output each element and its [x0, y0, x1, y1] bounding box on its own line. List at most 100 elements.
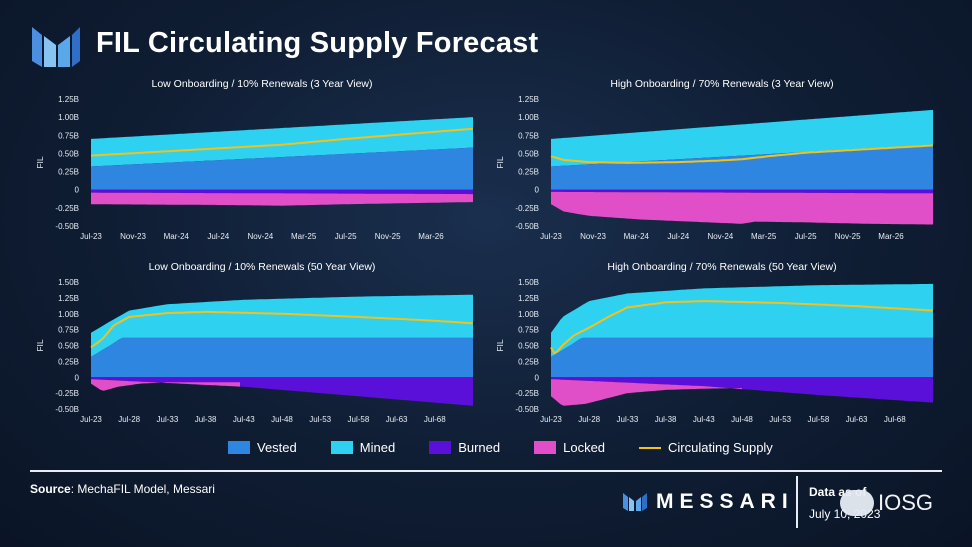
y-axis-label: FIL — [35, 339, 45, 352]
x-tick-label: Jul-68 — [884, 415, 906, 424]
y-tick-label: 0.50B — [518, 342, 539, 351]
y-axis-label: FIL — [495, 339, 505, 352]
y-tick-label: 0 — [75, 186, 80, 195]
x-tick-label: Jul-58 — [348, 415, 370, 424]
x-tick-label: Jul-58 — [808, 415, 830, 424]
x-tick-label: Jul-48 — [271, 415, 293, 424]
x-tick-label: Jul-43 — [693, 415, 715, 424]
x-tick-label: Nov-24 — [707, 232, 733, 241]
y-tick-label: 1.25B — [518, 294, 539, 303]
locked-area — [551, 191, 933, 225]
y-tick-label: -0.25B — [55, 389, 79, 398]
x-tick-label: Mar-26 — [878, 232, 904, 241]
chart-2: High Onboarding / 70% Renewals (3 Year V… — [495, 78, 934, 241]
x-tick-label: Jul-63 — [386, 415, 408, 424]
x-tick-label: Jul-23 — [540, 232, 562, 241]
legend-swatch — [639, 446, 662, 449]
mined-area — [91, 294, 473, 357]
x-tick-label: Jul-38 — [655, 415, 677, 424]
x-tick-label: Jul-48 — [731, 415, 753, 424]
source-text: : MechaFIL Model, Messari — [70, 482, 215, 496]
y-tick-label: -0.50B — [55, 405, 79, 414]
legend-swatch — [228, 441, 250, 454]
y-tick-label: 0.25B — [518, 168, 539, 177]
footer-divider — [796, 476, 798, 528]
x-tick-label: Jul-33 — [157, 415, 179, 424]
y-tick-label: 0.75B — [58, 131, 79, 140]
x-tick-label: Jul-23 — [80, 415, 102, 424]
y-tick-label: 0 — [535, 373, 540, 382]
x-tick-label: Jul-23 — [80, 232, 102, 241]
legend-swatch — [534, 441, 557, 454]
x-tick-label: Nov-23 — [120, 232, 146, 241]
y-axis-label: FIL — [495, 156, 505, 169]
y-tick-label: 0.75B — [518, 326, 539, 335]
vested-area — [551, 144, 933, 190]
legend-label: Mined — [359, 440, 396, 455]
vested-area — [91, 337, 473, 378]
x-tick-label: Mar-24 — [624, 232, 650, 241]
y-tick-label: 1.25B — [58, 294, 79, 303]
x-tick-label: Jul-38 — [195, 415, 217, 424]
x-tick-label: Jul-25 — [335, 232, 357, 241]
mined-area — [551, 109, 933, 167]
vested-area — [91, 147, 473, 190]
messari-brand: MESSARI — [622, 490, 794, 514]
chart-title: Low Onboarding / 10% Renewals (3 Year Vi… — [151, 78, 372, 90]
wechat-icon — [840, 490, 874, 516]
legend-item-locked: Locked — [534, 440, 605, 455]
y-tick-label: -0.25B — [55, 204, 79, 213]
locked-area — [91, 192, 473, 206]
y-tick-label: 0.50B — [58, 149, 79, 158]
y-tick-label: 0.75B — [58, 326, 79, 335]
x-tick-label: Nov-23 — [580, 232, 606, 241]
y-tick-label: 0 — [535, 186, 540, 195]
source-note: Source: MechaFIL Model, Messari — [30, 482, 215, 496]
y-tick-label: 0.50B — [518, 149, 539, 158]
x-tick-label: Jul-28 — [578, 415, 600, 424]
burned-area — [551, 189, 933, 194]
x-tick-label: Jul-23 — [540, 415, 562, 424]
x-tick-label: Jul-24 — [667, 232, 689, 241]
x-tick-label: Jul-33 — [617, 415, 639, 424]
chart-title: Low Onboarding / 10% Renewals (50 Year V… — [149, 261, 376, 273]
y-tick-label: 0 — [75, 373, 80, 382]
y-tick-label: 0.25B — [58, 357, 79, 366]
messari-logo-icon — [32, 27, 80, 67]
legend: Vested Mined Burned Locked Circulating Suppl… — [228, 440, 773, 455]
y-tick-label: 1.00B — [518, 113, 539, 122]
mined-area — [551, 283, 933, 357]
y-tick-label: 1.00B — [58, 310, 79, 319]
mined-area — [91, 117, 473, 167]
legend-swatch — [330, 441, 353, 454]
x-tick-label: Jul-43 — [233, 415, 255, 424]
legend-item-mined: Mined — [330, 440, 396, 455]
brand-name: MESSARI — [656, 490, 794, 513]
legend-item-vested: Vested — [228, 440, 297, 455]
y-tick-label: -0.50B — [515, 222, 539, 231]
chart-title: High Onboarding / 70% Renewals (50 Year … — [607, 261, 836, 273]
x-tick-label: Nov-25 — [375, 232, 401, 241]
y-tick-label: -0.25B — [515, 389, 539, 398]
x-tick-label: Nov-24 — [247, 232, 273, 241]
burned-area — [91, 377, 473, 406]
burned-area — [551, 377, 933, 403]
x-tick-label: Jul-68 — [424, 415, 446, 424]
y-tick-label: 0.75B — [518, 131, 539, 140]
x-tick-label: Jul-63 — [846, 415, 868, 424]
x-tick-label: Jul-25 — [795, 232, 817, 241]
vested-area — [551, 337, 933, 378]
y-tick-label: -0.25B — [515, 204, 539, 213]
x-tick-label: Jul-28 — [118, 415, 140, 424]
legend-label: Locked — [563, 440, 606, 455]
y-tick-label: 0.25B — [518, 357, 539, 366]
x-tick-label: Jul-53 — [309, 415, 331, 424]
circulating-supply-line — [90, 310, 474, 349]
x-tick-label: Nov-25 — [835, 232, 861, 241]
chart-1: Low Onboarding / 10% Renewals (3 Year Vi… — [35, 78, 474, 241]
locked-area — [91, 379, 240, 391]
page-title: FIL Circulating Supply Forecast — [96, 27, 539, 59]
legend-swatch — [429, 441, 452, 454]
divider — [30, 470, 942, 472]
circulating-supply-line — [550, 300, 934, 355]
